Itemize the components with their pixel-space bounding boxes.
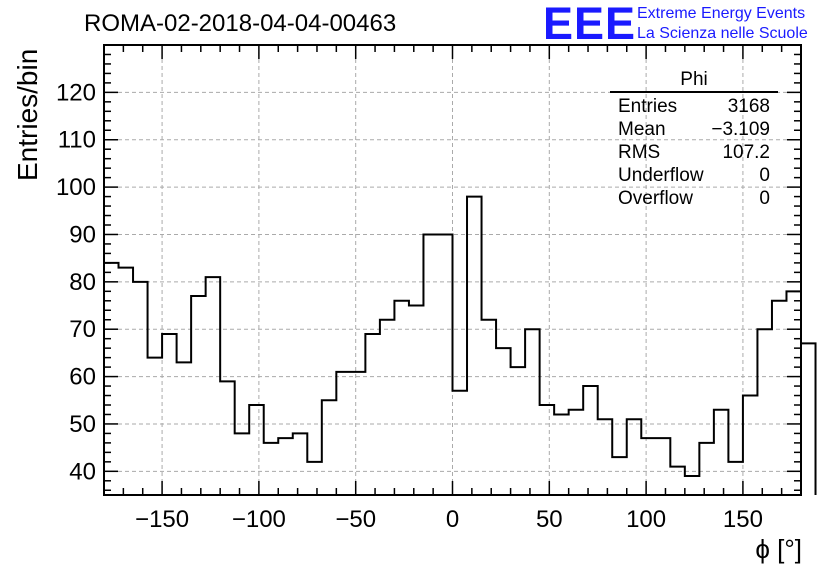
stats-label: Overflow — [618, 188, 693, 209]
x-axis: −150 −100 −50 0 50 100 150 — [103, 45, 802, 533]
stats-value: 3168 — [727, 96, 770, 117]
histogram-bin — [133, 282, 148, 495]
histogram-bin — [423, 234, 438, 495]
logo-line-1: Extreme Energy Events — [637, 5, 806, 22]
x-tick-label: −100 — [232, 506, 286, 533]
stats-label: Underflow — [618, 165, 704, 186]
histogram-bin — [583, 386, 598, 495]
histogram — [104, 195, 817, 495]
histogram-bin — [293, 433, 308, 495]
histogram-bin — [177, 362, 192, 495]
histogram-bin — [191, 296, 206, 495]
histogram-bin — [104, 263, 119, 495]
histogram-bin — [569, 410, 584, 495]
y-tick-label: 70 — [69, 316, 96, 343]
x-tick-label: −150 — [135, 506, 189, 533]
histogram-bin — [206, 277, 221, 495]
histogram-bin — [641, 438, 656, 495]
x-tick-label: −50 — [335, 506, 376, 533]
histogram-bin — [438, 234, 453, 495]
stats-label: Entries — [618, 96, 678, 117]
histogram-bin — [453, 391, 468, 495]
histogram-bin — [699, 443, 714, 495]
y-axis: 40 50 60 70 80 90 100 110 120 — [56, 44, 801, 492]
histogram-bin — [525, 329, 540, 495]
y-tick-label: 50 — [69, 411, 96, 438]
histogram-bin — [627, 419, 642, 495]
histogram-bin — [148, 358, 163, 495]
eee-logo: EEE — [543, 0, 637, 49]
histogram-bin — [235, 433, 250, 495]
histogram-bin — [380, 320, 395, 495]
y-tick-label: 90 — [69, 221, 96, 248]
y-tick-label: 60 — [69, 364, 96, 391]
histogram-bin — [365, 334, 380, 495]
histogram-bin — [482, 320, 497, 495]
stats-row: Mean −3.109 — [610, 118, 778, 141]
histogram-bin — [119, 268, 134, 495]
histogram-bin — [278, 438, 293, 495]
stats-value: 0 — [759, 188, 770, 209]
histogram-bin — [540, 405, 555, 495]
histogram-bin — [322, 400, 337, 495]
stats-row: Overflow 0 — [610, 187, 778, 210]
stats-value: 0 — [759, 165, 770, 186]
histogram-bin — [336, 372, 351, 495]
histogram-bin — [409, 306, 424, 495]
histogram-bin — [598, 419, 613, 495]
y-tick-label: 100 — [56, 174, 96, 201]
stats-box: Phi Entries 3168 Mean −3.109 RMS 107.2 U… — [610, 70, 778, 210]
y-tick-label: 40 — [69, 458, 96, 485]
stats-row: RMS 107.2 — [610, 141, 778, 164]
eee-logo-text: Extreme Energy Events La Scienza nelle S… — [637, 4, 808, 44]
stats-value: −3.109 — [711, 119, 770, 140]
histogram-bin — [249, 405, 264, 495]
histogram-line — [104, 195, 817, 495]
y-tick-label: 80 — [69, 269, 96, 296]
histogram-bin — [801, 343, 816, 495]
x-tick-label: 0 — [446, 506, 459, 533]
x-tick-label: 150 — [723, 506, 763, 533]
histogram-bin — [612, 457, 627, 495]
histogram-bin — [467, 197, 482, 495]
histogram-bin — [757, 329, 772, 495]
histogram-bin — [670, 467, 685, 495]
histogram-bin — [728, 462, 743, 495]
histogram-bin — [307, 462, 322, 495]
histogram-bin — [511, 367, 526, 495]
stats-title: Phi — [610, 70, 778, 93]
y-axis-label: Entries/bin — [12, 48, 43, 181]
histogram-bin — [786, 291, 801, 495]
x-axis-label: ϕ [°] — [755, 534, 802, 564]
chart-title: ROMA-02-2018-04-04-00463 — [84, 10, 397, 37]
histogram-bin — [351, 372, 366, 495]
histogram-bin — [394, 301, 409, 495]
stats-label: RMS — [618, 142, 661, 163]
y-tick-label: 120 — [56, 79, 96, 106]
stats-row: Entries 3168 — [610, 95, 778, 118]
x-tick-label: 50 — [536, 506, 563, 533]
x-tick-label: 100 — [626, 506, 666, 533]
histogram-bin — [743, 396, 758, 495]
histogram-bin — [264, 443, 279, 495]
histogram-bin — [685, 476, 700, 495]
stats-value: 107.2 — [722, 142, 770, 163]
histogram-bin — [496, 348, 511, 495]
histogram-bin — [656, 438, 671, 495]
stats-row: Underflow 0 — [610, 164, 778, 187]
stats-label: Mean — [618, 119, 666, 140]
histogram-bin — [220, 381, 235, 495]
histogram-bin — [554, 414, 569, 495]
y-tick-label: 110 — [58, 127, 96, 154]
histogram-bin — [714, 410, 729, 495]
logo-line-2: La Scienza nelle Scuole — [637, 25, 808, 42]
histogram-bin — [772, 301, 787, 495]
histogram-bin — [162, 334, 177, 495]
